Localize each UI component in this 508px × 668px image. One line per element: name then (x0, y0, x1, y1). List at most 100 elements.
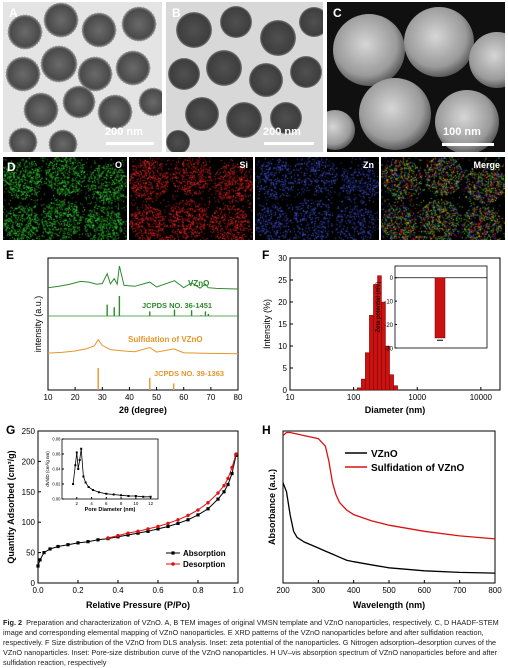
x-axis-label: 2θ (degree) (119, 405, 167, 415)
panel-label-a: A (9, 6, 18, 20)
data-point (166, 521, 170, 526)
nanoparticle (299, 7, 323, 37)
reference-label-39-1363: JCPDS NO. 39-1363 (154, 369, 224, 378)
y-tick-label: 0 (31, 579, 36, 588)
nanoparticle (270, 102, 302, 134)
nanoparticle (168, 58, 200, 90)
legend-label: Sulfidation of VZnO (371, 463, 465, 474)
reference-label-36-1451: JCPDS NO. 36-1451 (142, 301, 212, 310)
inset-series-line (72, 448, 151, 498)
x-tick-label: 80 (234, 393, 243, 402)
data-point (136, 529, 140, 534)
data-point (96, 538, 100, 542)
x-tick-label: 20 (71, 393, 80, 402)
nanoparticle (185, 97, 219, 131)
series-line-vzno (282, 482, 496, 574)
panel-b-tem-image: B 200 nm (166, 2, 323, 152)
nanoparticle (220, 6, 252, 38)
map-o: D O (3, 157, 127, 240)
inset-x-axis-label: Pore Diameter (nm) (85, 507, 136, 513)
y-tick-label: 25 (278, 276, 287, 285)
x-tick-label: 0.8 (192, 586, 204, 595)
data-point (48, 547, 52, 551)
inset-data-point (149, 495, 152, 498)
data-point (186, 513, 190, 518)
inset-x-tick-label: 10 (133, 501, 139, 506)
nanoparticle (115, 50, 151, 86)
distribution-bar (389, 374, 394, 391)
x-axis-label: Relative Pressure (P/Po) (86, 600, 190, 610)
map-label-zn: Zn (363, 160, 374, 170)
data-point (56, 544, 60, 549)
y-tick-label: 20 (278, 298, 287, 307)
data-point (136, 531, 140, 535)
panel-label-e: E (6, 248, 15, 262)
plot-frame (37, 430, 239, 584)
data-point (226, 476, 230, 481)
y-tick-label: 100 (22, 518, 36, 527)
distribution-bar (385, 345, 390, 391)
distribution-bar (361, 378, 366, 391)
nanoparticle (23, 92, 59, 128)
scale-bar-label-c: 100 nm (443, 126, 481, 138)
data-point (76, 541, 80, 545)
inset-data-point (97, 491, 100, 494)
x-tick-label: 0.6 (152, 586, 164, 595)
x-tick-label: 60 (179, 393, 188, 402)
inset-data-point (105, 492, 108, 495)
uv-vis-chart: 200 300 400 500 600 700 800 Wavelength (nm) Abso… (267, 430, 502, 610)
data-point (176, 518, 180, 522)
distribution-bar (393, 385, 398, 391)
zeta-bar (434, 277, 446, 339)
nanoparticle (226, 102, 262, 138)
nanoparticle (97, 94, 133, 130)
data-point (42, 551, 46, 555)
legend-label: Desorption (183, 560, 225, 569)
inset-frame (61, 438, 159, 500)
x-tick-label: 600 (418, 586, 432, 595)
data-point (176, 521, 180, 526)
xrd-chart: 10 20 30 40 50 60 70 80 2θ (degree) intensity (a.… (33, 257, 243, 415)
inset-y-tick-label: 0.02 (52, 482, 61, 487)
data-point (156, 527, 160, 531)
nanoparticle (121, 6, 157, 42)
panel-label-h: H (262, 423, 271, 437)
nanoparticle (260, 20, 296, 56)
inset-data-point (80, 447, 83, 450)
caption-text: Preparation and characterization of VZnO… (3, 618, 499, 667)
inset-y-tick-label: -30 (384, 347, 393, 353)
panel-label-d: D (7, 160, 16, 174)
data-point (38, 558, 42, 562)
data-point (146, 527, 150, 531)
inset-y-tick-label: 0.04 (52, 467, 61, 472)
x-tick-label: 30 (98, 393, 107, 402)
dls-chart: 10 100 1000 10000 0 5 10 15 20 25 30 Diameter (nm) I… (262, 254, 501, 415)
x-tick-label: 300 (312, 586, 326, 595)
panel-label-c: C (333, 6, 342, 20)
inset-data-point (87, 486, 90, 488)
x-tick-label: 10 (44, 393, 53, 402)
legend-label: Absorption (183, 549, 226, 558)
x-tick-label: 0.4 (112, 586, 124, 595)
y-tick-label: 5 (283, 364, 288, 373)
series-line-desorption (107, 453, 237, 539)
y-tick-label: 250 (22, 427, 36, 436)
distribution-bar (369, 314, 374, 391)
scale-bar-line (442, 143, 494, 146)
distribution-bar (365, 352, 370, 391)
inset-y-tick-label: -10 (384, 300, 393, 306)
tem-nanoparticles-a (5, 2, 162, 152)
nitrogen-isotherm-chart: 0.0 0.2 0.4 0.6 0.8 1.0 0 50 100 150 200 250 Relativ… (6, 427, 244, 610)
x-tick-label: 400 (347, 586, 361, 595)
x-tick-label: 50 (152, 393, 161, 402)
scale-bar-line (264, 142, 314, 145)
inset-data-point (112, 493, 115, 496)
nanoparticle (8, 127, 38, 152)
inset-data-point (84, 481, 87, 484)
map-si: Si (129, 157, 253, 240)
haadf-nanoparticles-c (327, 7, 505, 152)
map-zn: Zn (255, 157, 379, 240)
inset-y-axis-label: dV/dD (cm³/g nm) (45, 451, 50, 487)
inset-x-tick-label: 6 (105, 501, 108, 506)
x-tick-label: 0.0 (32, 586, 44, 595)
